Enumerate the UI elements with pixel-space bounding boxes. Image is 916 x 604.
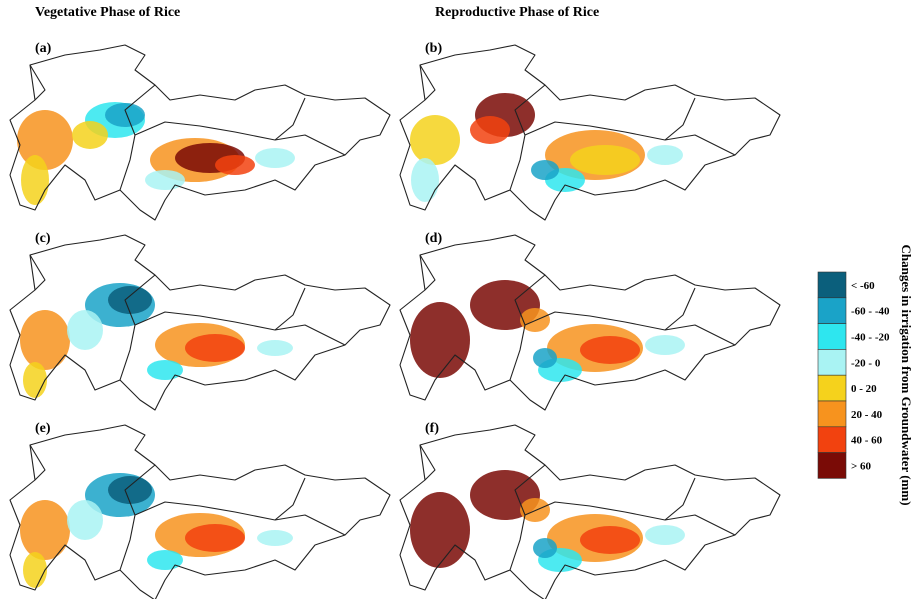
legend-label: 40 - 60 <box>851 435 883 447</box>
irrigation-patch <box>147 360 183 380</box>
panel-label: (c) <box>35 231 51 246</box>
map-panel: (f) <box>400 421 780 599</box>
irrigation-patch <box>531 160 559 180</box>
irrigation-patch <box>185 524 245 552</box>
irrigation-patch <box>147 550 183 570</box>
irrigation-patch <box>21 155 49 205</box>
legend-swatch <box>818 375 846 401</box>
panels: (a) (b) (c) (d) (e) (f) <box>10 41 780 599</box>
irrigation-patch <box>72 121 108 149</box>
map-panel: (b) <box>400 41 780 220</box>
legend-swatch <box>818 324 846 350</box>
legend-swatch <box>818 401 846 427</box>
irrigation-patch <box>108 476 152 504</box>
irrigation-patch <box>17 110 73 170</box>
irrigation-patch <box>410 115 460 165</box>
panel-label: (a) <box>35 41 52 56</box>
irrigation-patch <box>23 552 47 588</box>
map-panel: (a) <box>10 41 390 220</box>
irrigation-patch <box>108 286 152 314</box>
irrigation-patch <box>23 362 47 398</box>
panel-label: (e) <box>35 421 51 436</box>
irrigation-patch <box>645 335 685 355</box>
legend-label: < -60 <box>851 280 875 292</box>
legend-label: > 60 <box>851 461 872 473</box>
irrigation-patch <box>20 500 70 560</box>
basin-outline <box>10 425 390 599</box>
legend-label: 20 - 40 <box>851 409 883 421</box>
legend-swatch <box>818 427 846 453</box>
panel-label: (d) <box>425 231 442 246</box>
irrigation-patch <box>580 526 640 554</box>
legend-label: 0 - 20 <box>851 383 877 395</box>
map-panel: (d) <box>400 231 780 410</box>
legend-label: -60 - -40 <box>851 306 890 318</box>
panel-label: (b) <box>425 41 442 56</box>
panel-label: (f) <box>425 421 439 436</box>
basin-outline <box>10 235 390 410</box>
column-title: Vegetative Phase of Rice <box>35 5 180 20</box>
legend-swatch <box>818 349 846 375</box>
irrigation-patch <box>20 310 70 370</box>
irrigation-patch <box>580 336 640 364</box>
irrigation-patch <box>257 530 293 546</box>
map-panel: (e) <box>10 421 390 599</box>
legend-label: -20 - 0 <box>851 357 881 369</box>
map-panel: (c) <box>10 231 390 410</box>
irrigation-patch <box>410 492 470 568</box>
figure: Vegetative Phase of Rice Reproductive Ph… <box>0 0 916 599</box>
irrigation-patch <box>67 310 103 350</box>
legend-swatch <box>818 298 846 324</box>
irrigation-patch <box>185 334 245 362</box>
irrigation-patch <box>255 148 295 168</box>
irrigation-patch <box>145 170 185 190</box>
irrigation-patch <box>105 103 145 127</box>
irrigation-patch <box>470 116 510 144</box>
column-title: Reproductive Phase of Rice <box>435 5 599 20</box>
irrigation-patch <box>215 155 255 175</box>
irrigation-patch <box>570 145 640 175</box>
irrigation-patch <box>533 538 557 558</box>
legend-swatch <box>818 453 846 479</box>
irrigation-patch <box>647 145 683 165</box>
irrigation-patch <box>410 302 470 378</box>
legend-label: -40 - -20 <box>851 332 890 344</box>
irrigation-patch <box>411 158 439 202</box>
legend-title: Changes in irrigation from Groundwater (… <box>899 244 914 505</box>
irrigation-patch <box>645 525 685 545</box>
irrigation-patch <box>67 500 103 540</box>
irrigation-patch <box>533 348 557 368</box>
legend-swatch <box>818 272 846 298</box>
irrigation-patch <box>257 340 293 356</box>
legend: < -60 -60 - -40 -40 - -20 -20 - 0 0 - 20 20 -… <box>818 272 890 478</box>
